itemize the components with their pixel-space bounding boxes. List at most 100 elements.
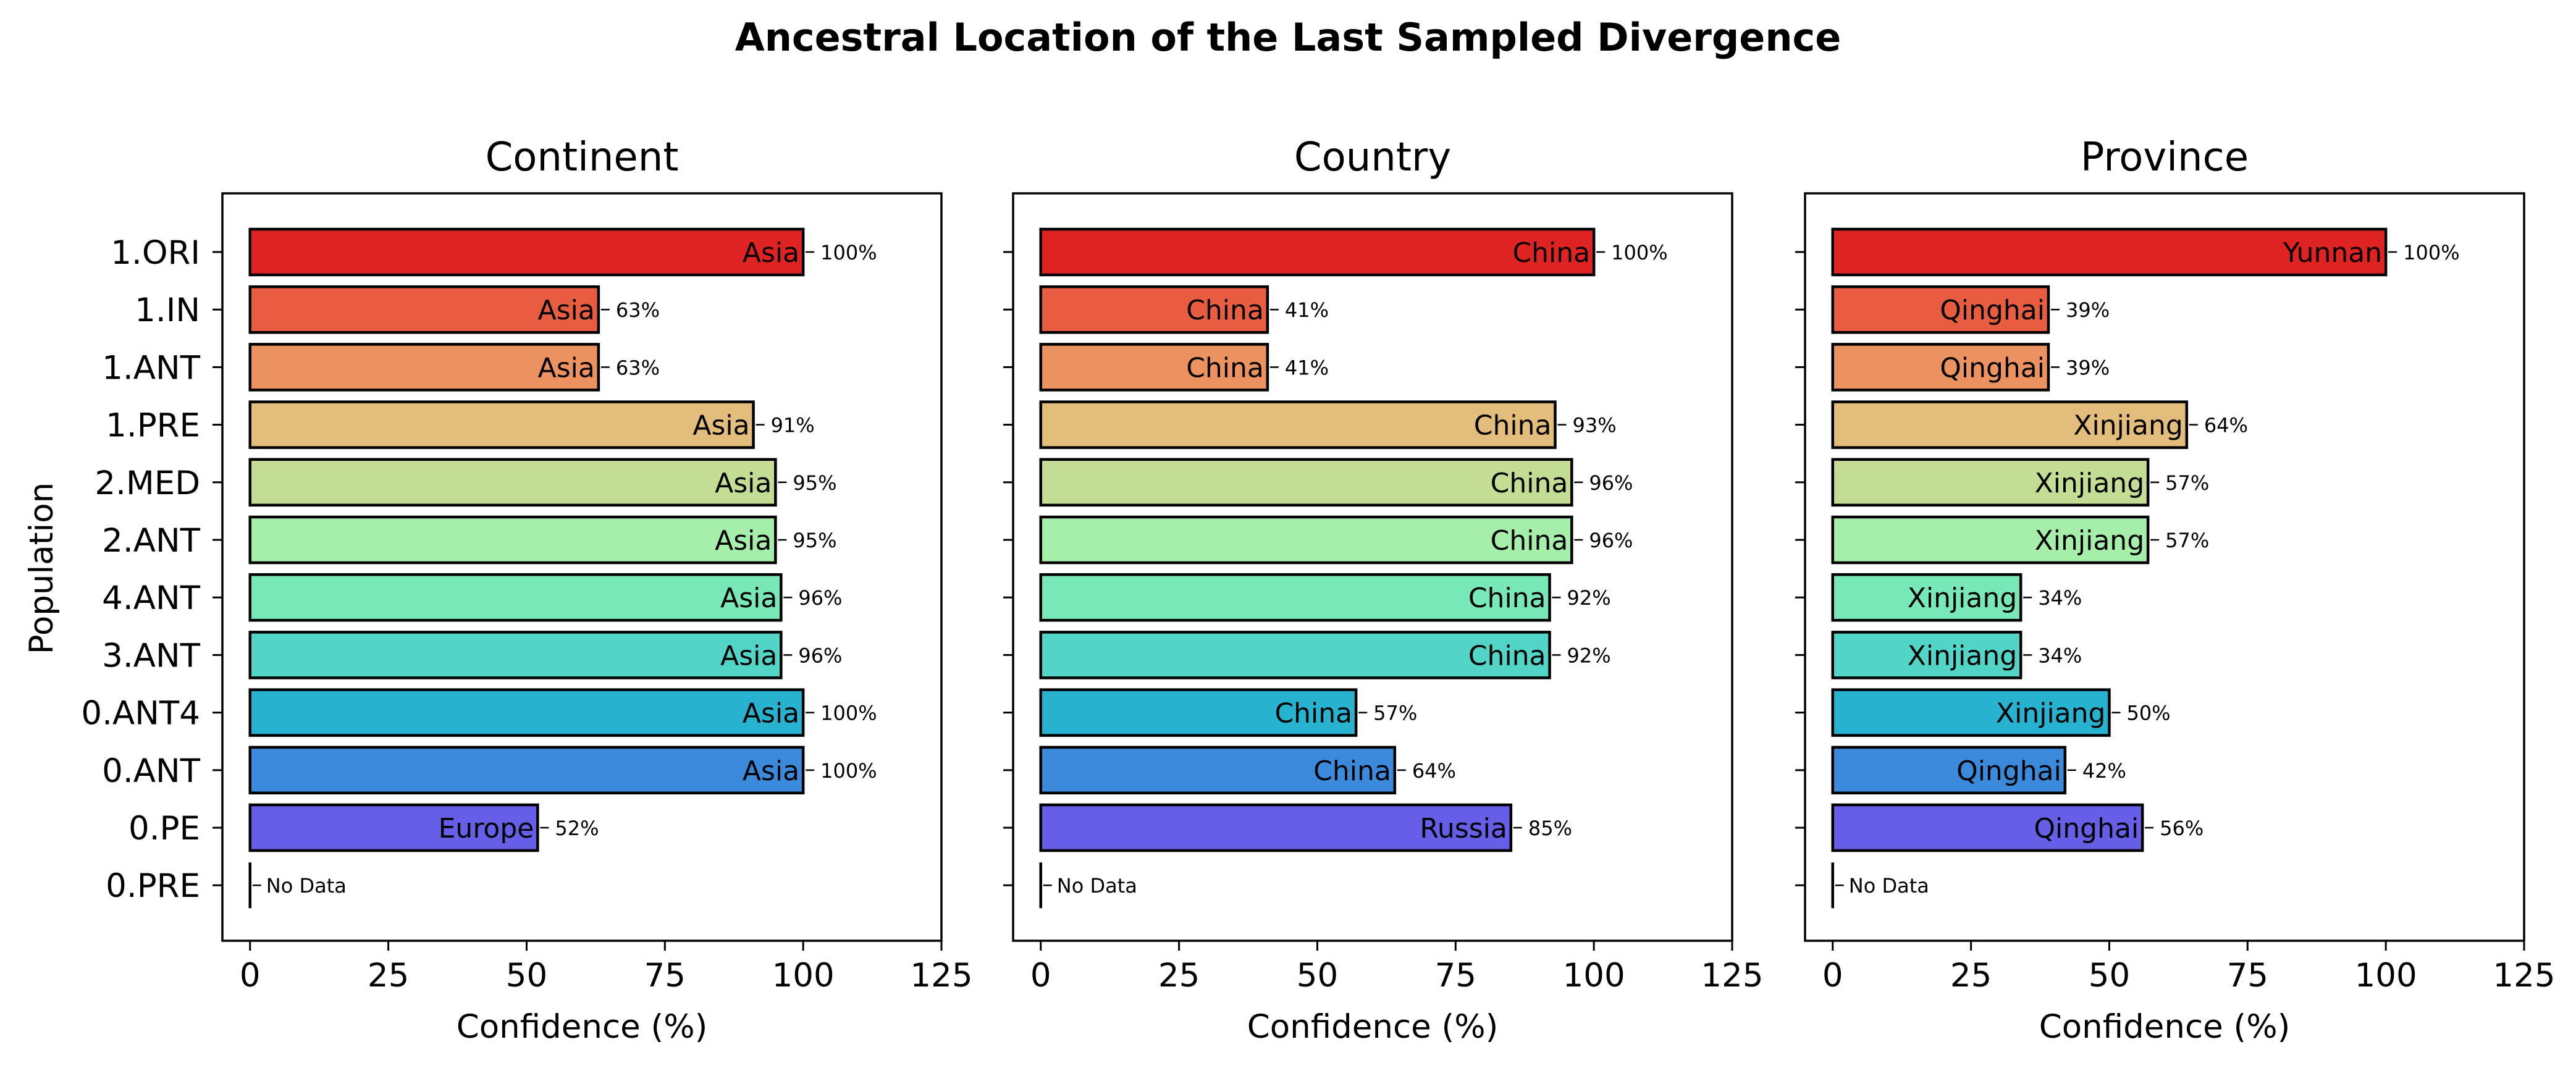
bar-value-label: 85% [1528, 817, 1572, 840]
bar-label: Asia [715, 525, 772, 557]
bar-label: Russia [1420, 813, 1507, 844]
panel-province: Province Yunnan 100% Qinghai 39% Qinghai 39% Xi… [1795, 135, 2556, 1046]
bar [248, 631, 783, 679]
bar-label: Asia [538, 352, 595, 384]
bar-label: Asia [720, 640, 777, 671]
panel-title: Province [2081, 135, 2249, 180]
bar-label: Asia [743, 698, 799, 730]
bar-value-label: 57% [1373, 702, 1417, 725]
bar-value-label: 64% [1412, 759, 1456, 783]
axes-frame [1012, 192, 1733, 942]
bar-value-label: 41% [1285, 298, 1329, 322]
bar-label: Xinjiang [1908, 640, 2017, 671]
panel-title: Country [1294, 135, 1451, 180]
bar [248, 688, 805, 737]
axes-frame [1804, 192, 2525, 942]
x-tick-label: 100 [2355, 957, 2417, 994]
bar-value-label: 95% [793, 529, 836, 552]
bar-label: Xinjiang [2035, 525, 2144, 557]
bar-label: China [1186, 295, 1264, 326]
bar-value-label: 92% [1567, 644, 1611, 667]
bar-value-label: 39% [2066, 356, 2110, 379]
bar-value-label: 57% [2165, 471, 2209, 495]
bar [1039, 400, 1557, 449]
bar-value-label: 92% [1567, 586, 1611, 610]
bar-label: Asia [538, 295, 595, 326]
bar-label: Qinghai [1940, 352, 2045, 384]
bar [1039, 631, 1551, 679]
bar-label: Qinghai [1940, 295, 2045, 326]
bar-label: China [1274, 698, 1352, 730]
bar [248, 227, 805, 277]
x-tick-label: 50 [1297, 957, 1338, 994]
bar [1039, 458, 1573, 507]
bar-value-label: 91% [771, 414, 815, 437]
bar [248, 343, 600, 392]
y-tick-label: 1.IN [135, 292, 200, 329]
bar [1039, 573, 1551, 622]
no-data-label: No Data [266, 874, 347, 898]
x-axis-label: Confidence (%) [1247, 1008, 1499, 1046]
bar-value-label: 95% [793, 471, 836, 495]
bar-value-label: 34% [2038, 644, 2082, 667]
bar [1831, 631, 2022, 679]
x-tick-label: 125 [2493, 957, 2555, 994]
x-tick-label: 0 [1030, 957, 1051, 994]
bar [248, 573, 783, 622]
bar-value-label: 41% [1285, 356, 1329, 379]
bar [1039, 803, 1513, 852]
bar [1831, 515, 2150, 565]
bar-label: Asia [692, 410, 749, 442]
bar [1831, 400, 2189, 449]
bar [1039, 227, 1596, 277]
x-tick-label: 50 [506, 957, 547, 994]
bar-label: Yunnan [2283, 237, 2382, 269]
bar-value-label: 100% [820, 702, 877, 725]
bar-label: Asia [743, 237, 799, 269]
bar-value-label: 34% [2038, 586, 2082, 610]
bar-label: China [1186, 352, 1264, 384]
bar-label: Asia [720, 582, 777, 614]
bar [1831, 285, 2050, 334]
bar-label: Xinjiang [2035, 468, 2144, 499]
x-axis-label: Confidence (%) [2039, 1008, 2291, 1046]
bar-value-label: 96% [798, 644, 842, 667]
bar-value-label: 63% [616, 356, 660, 379]
y-tick-label: 2.MED [95, 465, 200, 502]
bar [1039, 343, 1269, 392]
bar-value-label: 100% [820, 241, 877, 264]
bar-label: Xinjiang [2073, 410, 2182, 442]
bar-label: China [1491, 525, 1568, 557]
bar [1039, 746, 1397, 795]
y-tick-label: 0.ANT [102, 752, 200, 790]
bar-value-label: 93% [1572, 414, 1616, 437]
x-tick-label: 25 [368, 957, 409, 994]
bar [1831, 458, 2150, 507]
bar-value-label: 96% [1589, 529, 1633, 552]
y-tick-label: 1.PRE [106, 407, 200, 445]
y-tick-label: 0.PE [128, 810, 200, 847]
y-tick-label: 1.ANT [102, 349, 200, 387]
bar-label: China [1468, 640, 1546, 671]
y-tick-label: 4.ANT [102, 579, 200, 617]
bar [1039, 285, 1269, 334]
bar-value-label: 42% [2082, 759, 2126, 783]
bar [1831, 343, 2050, 392]
no-data-label: No Data [1057, 874, 1137, 898]
bar [248, 746, 805, 795]
x-tick-label: 100 [1563, 957, 1625, 994]
bar-label: China [1313, 755, 1391, 787]
y-tick-label: 2.ANT [102, 522, 200, 560]
bar [248, 400, 755, 449]
panel-continent: Continent Asia 100% 1.ORI Asia 63% 1.IN Asia 63%… [81, 135, 972, 1046]
bar-label: Asia [715, 468, 772, 499]
x-tick-label: 50 [2089, 957, 2130, 994]
bar [248, 515, 777, 565]
bar [1039, 688, 1358, 737]
bar-value-label: 96% [1589, 471, 1633, 495]
bar-label: Xinjiang [1996, 698, 2105, 730]
x-tick-label: 125 [910, 957, 972, 994]
bar [1831, 573, 2022, 622]
bar [248, 458, 777, 507]
